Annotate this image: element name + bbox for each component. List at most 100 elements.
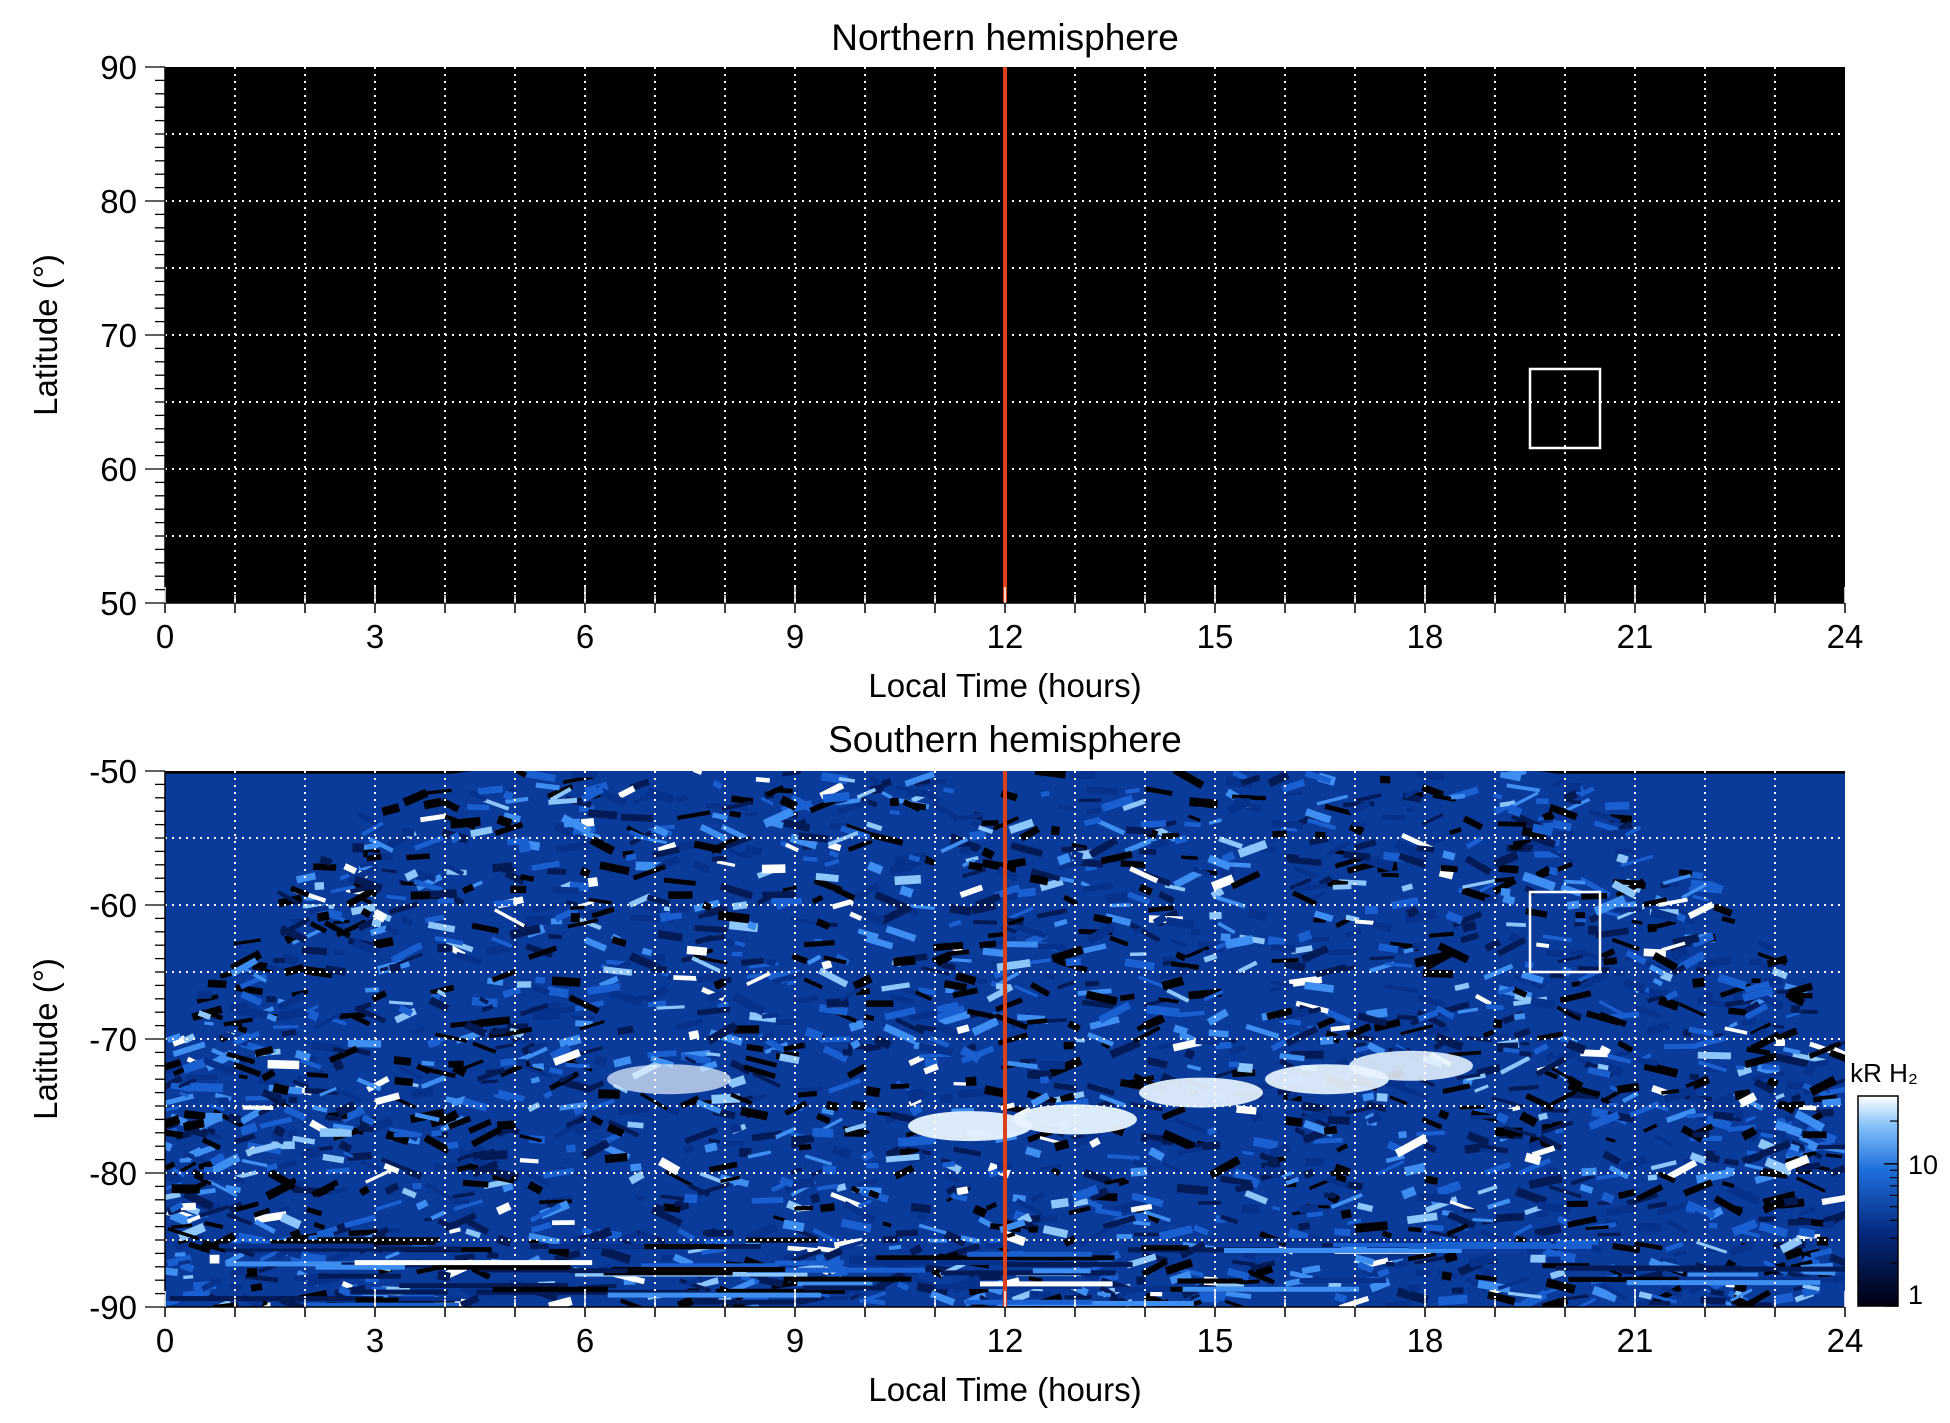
emission-pixel — [383, 1162, 401, 1174]
emission-pixel — [973, 919, 998, 925]
emission-pixel — [1651, 1084, 1671, 1098]
emission-pixel — [1474, 1084, 1489, 1093]
emission-pixel — [745, 1055, 778, 1068]
emission-pixel — [1281, 1171, 1293, 1178]
emission-pixel — [843, 1200, 876, 1224]
emission-pixel — [1164, 883, 1186, 892]
emission-pixel — [332, 1061, 344, 1071]
emission-pixel — [1050, 1166, 1061, 1176]
emission-pixel — [1551, 778, 1565, 788]
emission-pixel — [1520, 1290, 1548, 1307]
emission-pixel — [1495, 1033, 1509, 1040]
emission-pixel — [1244, 1190, 1269, 1205]
emission-pixel — [842, 1049, 853, 1056]
emission-pixel — [949, 957, 972, 963]
emission-pixel — [1614, 906, 1643, 913]
emission-pixel — [1057, 980, 1075, 990]
emission-pixel — [1215, 1067, 1241, 1079]
emission-streak — [476, 1289, 701, 1295]
emission-pixel — [857, 1199, 872, 1208]
x-tick-label: 15 — [1197, 1322, 1234, 1359]
emission-pixel — [1085, 990, 1118, 1006]
emission-pixel — [707, 934, 726, 942]
emission-pixel — [1541, 1108, 1569, 1113]
emission-pixel — [178, 1259, 191, 1266]
emission-pixel — [1396, 1287, 1429, 1305]
emission-pixel — [784, 1177, 816, 1192]
emission-pixel — [1287, 1092, 1298, 1101]
emission-pixel — [729, 810, 741, 818]
emission-pixel — [401, 1187, 417, 1199]
emission-pixel — [1829, 1253, 1845, 1271]
emission-pixel — [811, 894, 824, 905]
emission-pixel — [552, 886, 579, 895]
emission-pixel — [1040, 1076, 1049, 1084]
emission-pixel — [708, 1138, 721, 1144]
emission-pixel — [1486, 1003, 1504, 1011]
emission-pixel — [548, 1296, 573, 1307]
emission-pixel — [503, 812, 521, 823]
emission-pixel — [1268, 986, 1282, 993]
emission-pixel — [706, 1021, 738, 1045]
emission-pixel — [1818, 1108, 1834, 1117]
emission-pixel — [1267, 771, 1290, 788]
emission-pixel — [1270, 979, 1294, 988]
emission-pixel — [828, 1077, 862, 1094]
emission-pixel — [1333, 1163, 1352, 1177]
emission-pixel — [371, 990, 388, 1003]
emission-pixel — [664, 1169, 694, 1187]
emission-pixel — [1760, 1132, 1774, 1139]
emission-pixel — [1029, 1290, 1053, 1299]
x-tick-label: 12 — [987, 1322, 1024, 1359]
emission-pixel — [855, 882, 881, 900]
emission-pixel — [1638, 1291, 1653, 1300]
emission-pixel — [699, 956, 728, 965]
emission-pixel — [491, 936, 513, 949]
emission-pixel — [1536, 1031, 1564, 1041]
emission-pixel — [1089, 1187, 1109, 1202]
emission-pixel — [1821, 1194, 1845, 1206]
emission-pixel — [196, 994, 219, 1004]
emission-pixel — [798, 832, 829, 843]
emission-pixel — [1663, 901, 1697, 926]
x-tick-label: 12 — [987, 618, 1024, 655]
emission-pixel — [266, 996, 277, 1003]
emission-pixel — [1161, 1129, 1196, 1152]
emission-pixel — [1721, 916, 1736, 925]
emission-pixel — [368, 837, 394, 853]
emission-pixel — [632, 864, 667, 881]
emission-pixel — [1477, 1280, 1511, 1294]
emission-pixel — [1122, 798, 1146, 812]
emission-pixel — [654, 1203, 666, 1212]
emission-pixel — [874, 891, 908, 911]
emission-pixel — [1219, 1214, 1239, 1225]
emission-pixel — [1631, 919, 1643, 925]
emission-pixel — [668, 891, 693, 900]
emission-pixel — [1385, 1261, 1395, 1267]
emission-pixel — [955, 971, 977, 986]
emission-pixel — [1537, 1112, 1549, 1121]
emission-pixel — [502, 1182, 514, 1193]
emission-pixel — [1189, 797, 1218, 809]
emission-streak — [875, 1255, 1115, 1261]
emission-pixel — [253, 1207, 271, 1218]
emission-pixel — [1094, 817, 1126, 836]
emission-pixel — [553, 822, 575, 837]
emission-pixel — [699, 823, 728, 843]
emission-pixel — [1700, 1093, 1735, 1114]
emission-pixel — [1028, 1226, 1038, 1233]
emission-pixel — [1792, 1052, 1826, 1064]
emission-pixel — [525, 943, 554, 959]
emission-pixel — [1385, 962, 1413, 968]
emission-pixel — [1161, 1105, 1186, 1121]
emission-pixel — [552, 1048, 581, 1066]
emission-pixel — [398, 1004, 414, 1017]
emission-pixel — [885, 925, 917, 942]
emission-pixel — [568, 994, 600, 1014]
emission-pixel — [436, 1270, 451, 1282]
emission-pixel — [1037, 943, 1067, 951]
emission-pixel — [697, 1181, 731, 1197]
emission-pixel — [1163, 956, 1178, 962]
emission-pixel — [857, 928, 879, 939]
emission-pixel — [627, 1121, 644, 1129]
